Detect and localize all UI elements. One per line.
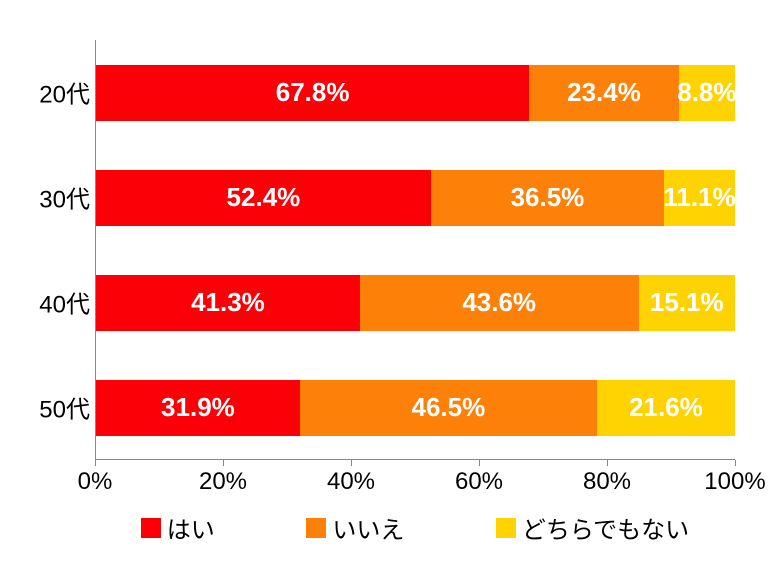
bar-row: 52.4%36.5%11.1% — [96, 170, 735, 226]
legend-label: いいえ — [332, 510, 404, 545]
bar-row: 67.8%23.4%8.8% — [96, 65, 735, 121]
legend-swatch — [306, 518, 326, 538]
legend-label: はい — [167, 510, 215, 545]
bar-segment: 43.6% — [360, 275, 639, 331]
xtick-label: 20% — [199, 468, 247, 496]
bar-segment: 41.3% — [96, 275, 360, 331]
xtick-mark — [351, 460, 352, 466]
legend-swatch — [496, 518, 516, 538]
xtick-label: 80% — [583, 468, 631, 496]
legend: はい いいえ どちらでもない — [95, 510, 735, 545]
legend-item: はい — [141, 510, 215, 545]
bar-segment: 23.4% — [529, 65, 679, 121]
ytick-label: 40代 — [38, 285, 90, 320]
ytick-label: 30代 — [38, 180, 90, 215]
legend-item: いいえ — [306, 510, 404, 545]
bar-segment: 31.9% — [96, 380, 300, 436]
xtick-mark — [607, 460, 608, 466]
legend-label: どちらでもない — [522, 510, 689, 545]
bar-row: 31.9%46.5%21.6% — [96, 380, 735, 436]
bar-segment: 67.8% — [96, 65, 529, 121]
bar-segment: 36.5% — [431, 170, 664, 226]
stacked-bar-chart: 67.8%23.4%8.8%52.4%36.5%11.1%41.3%43.6%1… — [0, 0, 768, 569]
legend-item: どちらでもない — [496, 510, 689, 545]
xtick-mark — [95, 460, 96, 466]
xtick-mark — [735, 460, 736, 466]
xtick-label: 60% — [455, 468, 503, 496]
bar-segment: 21.6% — [597, 380, 735, 436]
xtick-mark — [479, 460, 480, 466]
xtick-label: 0% — [78, 468, 113, 496]
xtick-label: 40% — [327, 468, 375, 496]
xtick-mark — [223, 460, 224, 466]
bar-segment: 8.8% — [679, 65, 735, 121]
xtick-label: 100% — [704, 468, 765, 496]
bar-segment: 46.5% — [300, 380, 597, 436]
plot-area: 67.8%23.4%8.8%52.4%36.5%11.1%41.3%43.6%1… — [95, 40, 735, 460]
ytick-label: 50代 — [38, 390, 90, 425]
bar-row: 41.3%43.6%15.1% — [96, 275, 735, 331]
bar-segment: 15.1% — [639, 275, 735, 331]
bar-segment: 11.1% — [664, 170, 735, 226]
legend-swatch — [141, 518, 161, 538]
bar-segment: 52.4% — [96, 170, 431, 226]
ytick-label: 20代 — [38, 75, 90, 110]
